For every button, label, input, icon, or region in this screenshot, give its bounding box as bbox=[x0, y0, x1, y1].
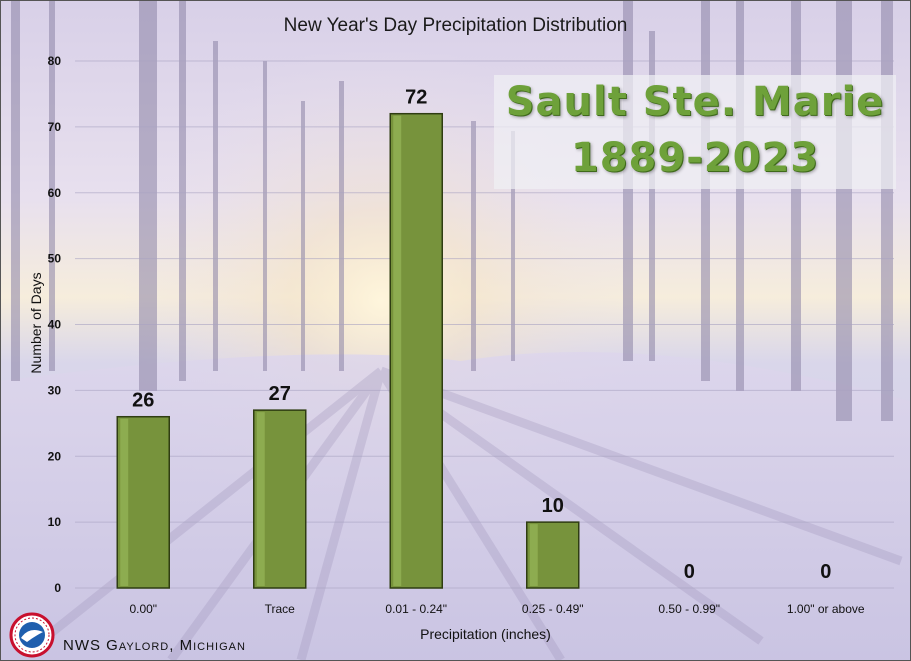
period-of-record: 1889-2023 bbox=[570, 135, 820, 181]
location-name: Sault Ste. Marie bbox=[505, 79, 885, 125]
x-axis-label: Precipitation (inches) bbox=[420, 626, 551, 642]
data-label: 72 bbox=[405, 87, 427, 109]
y-tick-label: 0 bbox=[54, 581, 61, 595]
location-label-box bbox=[494, 75, 896, 189]
y-tick-label: 20 bbox=[48, 449, 62, 463]
noaa-nws-logo-icon bbox=[9, 612, 55, 658]
data-label: 0 bbox=[684, 561, 695, 583]
y-tick-label: 40 bbox=[48, 318, 62, 332]
y-tick-label: 60 bbox=[48, 186, 62, 200]
data-label: 10 bbox=[542, 495, 564, 517]
x-tick-label: 0.01 - 0.24" bbox=[385, 602, 447, 616]
chart-title: New Year's Day Precipitation Distributio… bbox=[283, 15, 628, 36]
x-tick-label: 0.50 - 0.99" bbox=[658, 602, 720, 616]
data-label: 27 bbox=[269, 383, 291, 405]
x-tick-label: 0.00" bbox=[129, 602, 157, 616]
y-tick-label: 50 bbox=[48, 252, 62, 266]
data-label: 26 bbox=[132, 390, 154, 412]
y-axis-label: Number of Days bbox=[28, 272, 44, 374]
x-tick-label: 0.25 - 0.49" bbox=[522, 602, 584, 616]
y-tick-label: 10 bbox=[48, 515, 62, 529]
footer-office: NWS Gaylord, Michigan bbox=[63, 637, 246, 654]
bar-highlight bbox=[120, 418, 129, 586]
bar-highlight bbox=[393, 115, 402, 586]
bar-highlight bbox=[256, 412, 265, 586]
y-tick-label: 30 bbox=[48, 383, 62, 397]
y-tick-label: 80 bbox=[48, 54, 62, 68]
data-label: 0 bbox=[820, 561, 831, 583]
y-tick-label: 70 bbox=[48, 120, 62, 134]
x-tick-label: 1.00" or above bbox=[787, 602, 865, 616]
bar-highlight bbox=[529, 524, 538, 586]
x-tick-label: Trace bbox=[265, 602, 296, 616]
